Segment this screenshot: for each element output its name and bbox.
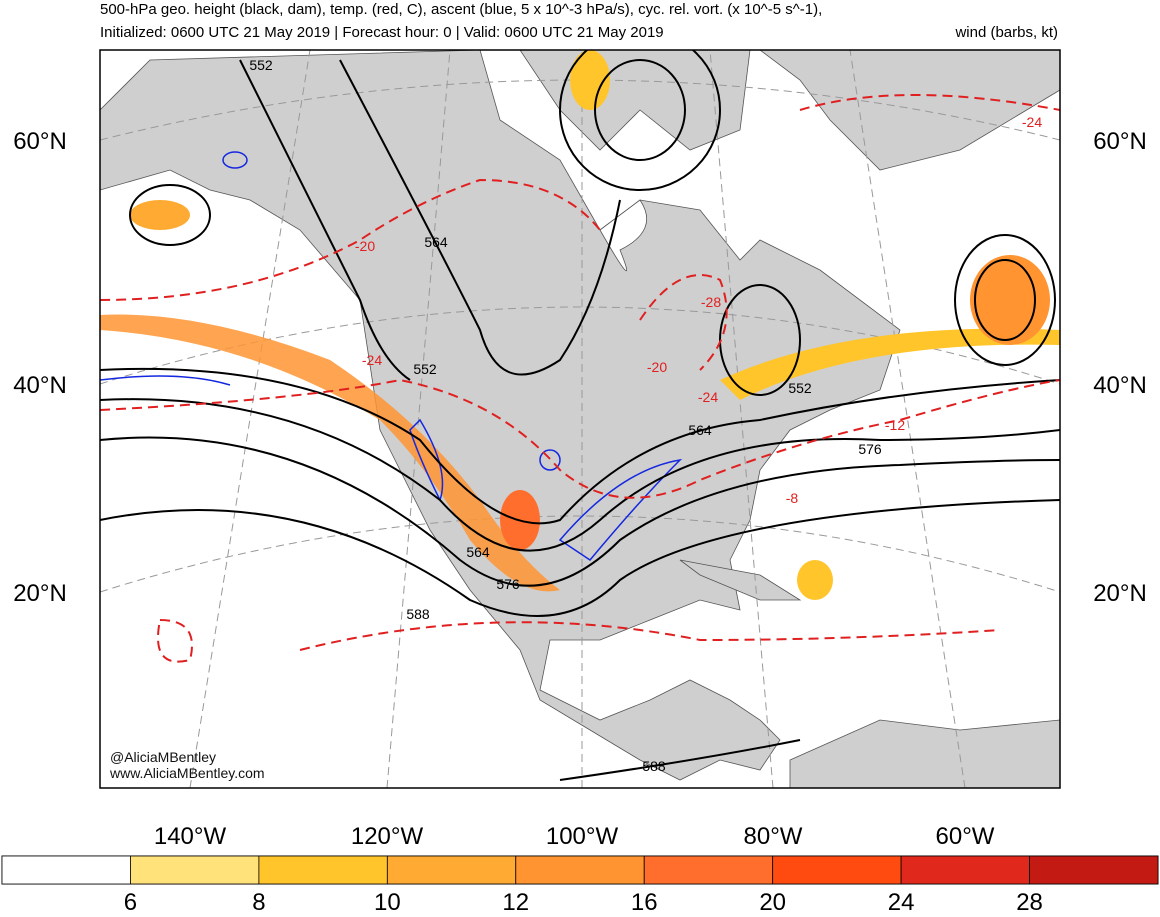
lat-label: 20°N (13, 580, 67, 607)
temp-label: -20 (647, 359, 667, 375)
lat-label: 40°N (13, 372, 67, 399)
colorbar-segment (772, 855, 902, 885)
colorbar-segment (900, 855, 1030, 885)
colorbar-tick-label: 28 (1016, 889, 1043, 912)
map: @AliciaMBentley www.AliciaMBentley.com 5… (100, 50, 1060, 788)
temp-label: -20 (355, 238, 375, 254)
colorbar-tick-label: 12 (502, 889, 529, 912)
colorbar-tick-label: 20 (759, 889, 786, 912)
title: 500-hPa geo. height (black, dam), temp. … (100, 1, 822, 18)
lon-label: 80°W (744, 823, 803, 850)
colorbar-segment (1, 855, 131, 885)
temp-label: -24 (1022, 114, 1042, 130)
subtitle: Initialized: 0600 UTC 21 May 2019 | Fore… (100, 24, 664, 41)
height-contours (100, 50, 1060, 781)
colorbar-segment (515, 855, 645, 885)
temp-label: -24 (698, 389, 718, 405)
temp-label: -12 (885, 417, 905, 433)
colorbar-segment (386, 855, 517, 885)
temp-label: -28 (701, 294, 721, 310)
colorbar-segment (130, 855, 260, 885)
lat-label: 40°N (1093, 372, 1147, 399)
colorbar-segment (1029, 855, 1159, 885)
lat-label: 60°N (1093, 128, 1147, 155)
temp-label: -8 (786, 490, 799, 506)
height-label: 576 (496, 576, 520, 592)
colorbar-segment (643, 855, 774, 885)
lon-label: 60°W (936, 823, 995, 850)
height-label: 588 (642, 758, 666, 774)
height-label: 588 (406, 606, 430, 622)
map-frame (99, 49, 1061, 789)
height-label: 552 (249, 57, 273, 73)
temperature-contours (100, 94, 1060, 663)
lon-label: 140°W (154, 823, 227, 850)
colorbar-tick-label: 16 (631, 889, 658, 912)
height-label: 564 (688, 422, 712, 438)
colorbar-tick-label: 6 (124, 889, 137, 912)
temp-label: -24 (362, 352, 382, 368)
lon-label: 100°W (546, 823, 619, 850)
subtitle-right: wind (barbs, kt) (954, 24, 1058, 41)
height-label: 564 (424, 234, 448, 250)
colorbar-tick-label: 8 (252, 889, 265, 912)
lon-label: 120°W (351, 823, 424, 850)
colorbar-segment (258, 855, 388, 885)
colorbar-tick-label: 24 (888, 889, 915, 912)
credit: @AliciaMBentley (110, 749, 216, 765)
height-label: 564 (466, 544, 490, 560)
colorbar-tick-label: 10 (374, 889, 401, 912)
credit: www.AliciaMBentley.com (109, 765, 265, 781)
height-label: 576 (858, 441, 882, 457)
height-label: 552 (788, 380, 812, 396)
height-label: 552 (413, 361, 437, 377)
land (100, 50, 1060, 788)
lat-label: 60°N (13, 128, 67, 155)
lat-label: 20°N (1093, 580, 1147, 607)
